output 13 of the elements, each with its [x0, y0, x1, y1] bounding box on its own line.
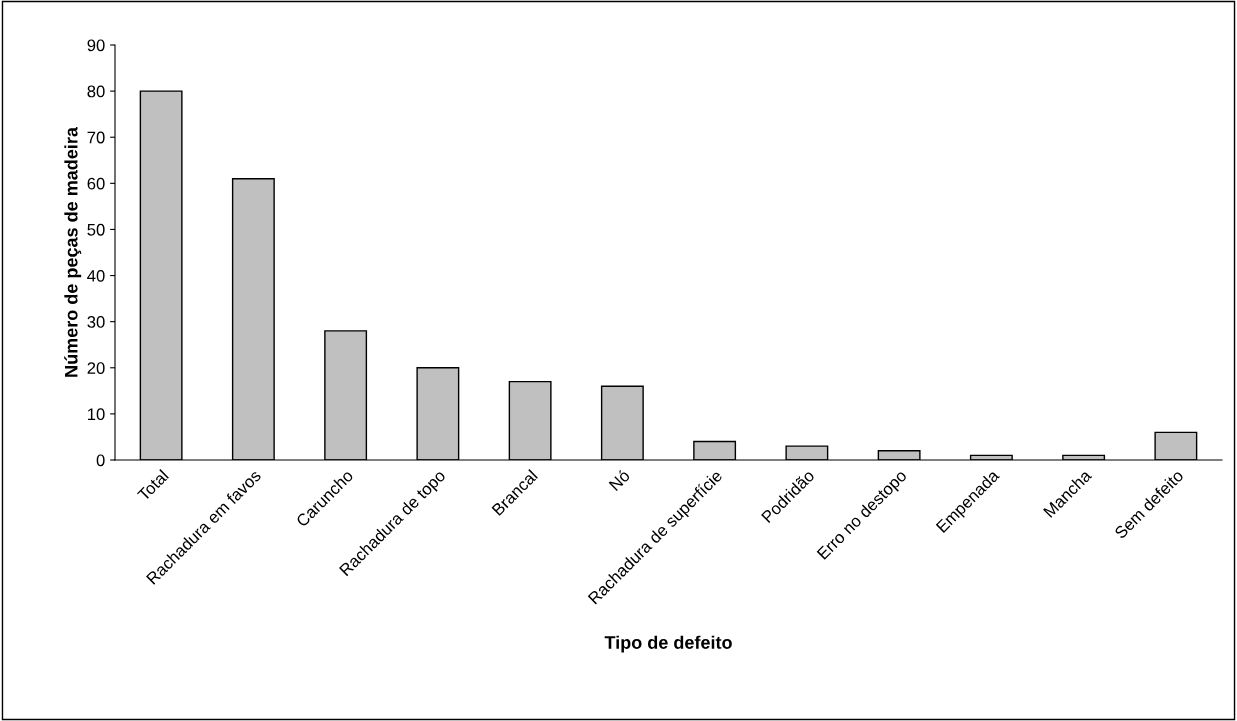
y-tick-label: 30	[87, 316, 105, 328]
y-tick-label: 10	[88, 408, 105, 421]
y-tick-label: 20	[87, 362, 105, 374]
y-axis-title: Número de peças de madeira	[64, 126, 82, 377]
y-tick-label: 40	[87, 269, 105, 282]
x-axis-title: Tipo de defeito	[604, 635, 732, 653]
y-tick-label: 60	[87, 177, 105, 190]
y-tick-label: 80	[87, 85, 105, 98]
y-tick-label: 50	[87, 223, 105, 236]
y-tick-label: 0	[96, 454, 105, 467]
x-tick-label: Nó	[608, 468, 631, 492]
y-tick-label: 70	[87, 131, 105, 144]
y-tick-label: 90	[87, 39, 105, 52]
